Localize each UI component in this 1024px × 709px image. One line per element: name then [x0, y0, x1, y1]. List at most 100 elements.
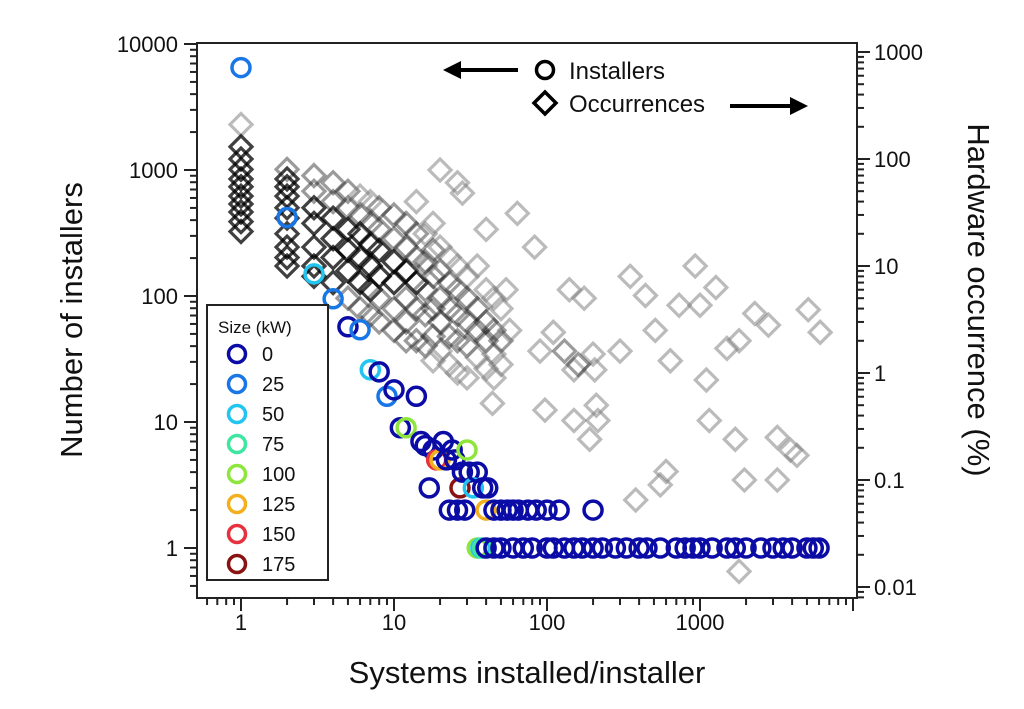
- size-legend-marker: [226, 463, 248, 485]
- installer-point: [628, 537, 650, 559]
- occurrence-point: [479, 390, 506, 417]
- installer-point: [772, 537, 794, 559]
- occurrence-point: [319, 169, 347, 197]
- installer-point: [796, 537, 818, 559]
- occurrence-point: [665, 291, 693, 319]
- occurrence-point: [436, 295, 463, 322]
- occurrence-point: [622, 486, 649, 514]
- installer-point: [636, 537, 658, 559]
- plot-frame: [196, 42, 858, 599]
- occurrence-point: [540, 319, 567, 346]
- occurrence-point: [227, 165, 255, 193]
- size-legend-label: 175: [262, 554, 295, 576]
- occurrence-point: [319, 188, 347, 215]
- occurrence-point: [426, 156, 454, 184]
- size-legend-marker: [226, 493, 248, 515]
- occurrence-point: [365, 237, 393, 264]
- size-legend: Size (kW) 0 25 50 75 100 125 150 175: [206, 304, 329, 581]
- installer-point: [548, 499, 570, 521]
- occurrence-point: [806, 319, 834, 346]
- y-tick-label: 100: [141, 284, 178, 309]
- y-tick-label: 1000: [129, 158, 178, 183]
- installer-point: [571, 537, 594, 559]
- installer-point: [808, 537, 830, 559]
- occurrence-point: [755, 311, 782, 339]
- installer-point: [604, 537, 627, 559]
- size-legend-label: 100: [262, 464, 295, 486]
- occurrence-point: [521, 233, 548, 261]
- occurrence-point: [334, 177, 362, 205]
- occurrence-point: [273, 194, 301, 222]
- occurrence-point: [273, 244, 301, 271]
- size-legend-marker: [226, 433, 248, 455]
- occurrence-point: [380, 201, 408, 229]
- occurrence-point: [702, 274, 730, 301]
- occurrence-point: [403, 295, 430, 322]
- installer-point: [322, 288, 344, 310]
- installer-point: [649, 537, 672, 559]
- installer-point: [383, 379, 405, 401]
- occurrence-point: [411, 276, 439, 304]
- installer-point: [446, 499, 469, 521]
- occurrence-point: [403, 188, 430, 215]
- occurrence-point: [472, 216, 500, 243]
- installer-point: [536, 499, 558, 521]
- occurrence-point: [403, 269, 430, 296]
- occurrence-point: [300, 162, 328, 189]
- occurrence-point: [411, 252, 439, 280]
- x-tick-label: 100: [529, 610, 566, 635]
- occurrence-point: [273, 156, 301, 183]
- occurrence-point: [403, 220, 430, 248]
- installer-point: [438, 499, 461, 521]
- occurrence-point: [560, 356, 588, 384]
- occurrence-point: [392, 284, 420, 312]
- occurrence-point: [764, 466, 791, 494]
- occurrence-point: [487, 351, 515, 378]
- occurrence-point: [436, 323, 463, 350]
- occurrence-point: [463, 317, 491, 344]
- occurrence-point: [647, 471, 674, 499]
- installer-point: [582, 499, 604, 521]
- size-legend-marker: [226, 523, 248, 545]
- occurrence-point: [300, 233, 328, 261]
- occurrence-point: [783, 442, 811, 469]
- occurrence-point: [227, 208, 255, 235]
- occurrence-point: [319, 269, 347, 296]
- occurrence-point: [426, 284, 454, 312]
- installer-point: [395, 417, 417, 439]
- installer-point: [475, 537, 497, 559]
- x-axis-label: Systems installed/installer: [349, 655, 706, 690]
- occurrence-point: [731, 466, 758, 494]
- occurrence-point: [444, 169, 471, 197]
- occurrence-point: [696, 407, 723, 434]
- y-tick-label: 10: [154, 410, 178, 435]
- occurrence-point: [273, 165, 301, 193]
- occurrence-point: [652, 458, 680, 485]
- occurrence-point: [227, 190, 255, 218]
- y-tick-label: 1: [166, 536, 178, 561]
- occurrence-point: [531, 396, 559, 424]
- size-legend-label: 150: [262, 524, 295, 546]
- occurrence-point: [380, 317, 408, 344]
- occurrence-point: [487, 295, 515, 322]
- series-legend: Installers Occurrences: [443, 58, 808, 118]
- occurrence-point: [411, 248, 439, 275]
- occurrences-series: [227, 111, 834, 585]
- occurrences-legend-marker: [531, 89, 559, 117]
- size-legend-label: 125: [262, 494, 295, 516]
- y2-tick-label: 0.01: [874, 575, 917, 600]
- occurrence-point: [496, 317, 523, 344]
- installer-point: [689, 537, 711, 559]
- occurrence-point: [560, 407, 588, 434]
- occurrence-point: [273, 233, 301, 261]
- y-axis-label: Number of installers: [54, 182, 89, 458]
- size-legend-label: 50: [262, 404, 284, 426]
- occurrence-point: [551, 337, 578, 365]
- occurrence-point: [227, 182, 255, 210]
- occurrence-point: [713, 335, 741, 362]
- installer-point: [525, 499, 547, 521]
- occurrence-point: [584, 407, 612, 434]
- occurrence-point: [403, 327, 430, 355]
- size-legend-label: 0: [262, 344, 273, 366]
